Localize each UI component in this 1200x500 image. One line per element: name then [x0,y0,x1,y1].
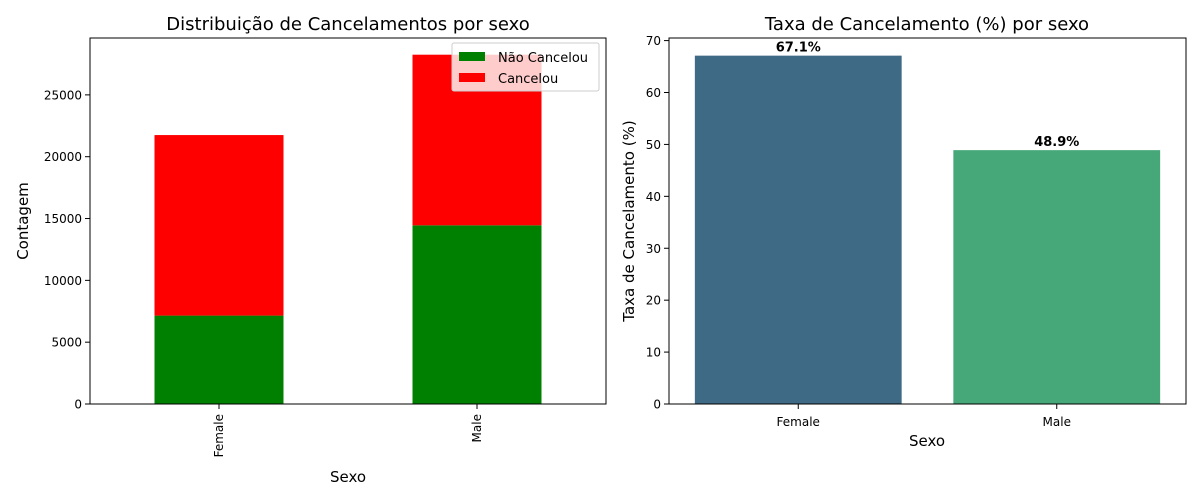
chart-title: Taxa de Cancelamento (%) por sexo [764,14,1089,35]
y-tick-label-30: 30 [646,242,661,256]
x-tick-label-male: Male [1043,415,1071,429]
x-tick-label-female: Female [212,414,226,457]
stacked-bar-chart: Distribuição de Cancelamentos por sexo C… [14,14,607,486]
plot-frame [668,37,1187,405]
data-label-male: 48.9% [1034,135,1079,150]
y-tick-label-50: 50 [646,138,661,152]
bar-female [694,55,902,404]
y-tick-label-70: 70 [646,34,661,48]
plot-frame [89,37,607,405]
bar-male [953,150,1161,404]
y-tick-label-0: 0 [74,398,82,412]
y-tick-label-10: 10 [646,346,661,360]
x-tick-label-male: Male [470,414,484,442]
legend-swatch-nao-cancelou [459,52,485,61]
x-axis-label: Sexo [909,432,945,450]
data-label-female: 67.1% [776,41,821,56]
y-tick-label-15000: 15000 [44,212,82,226]
y-tick-label-10000: 10000 [44,274,82,288]
bar-nao-cancelou-female [154,315,284,404]
y-tick-label-5000: 5000 [51,336,82,350]
bars-group [154,54,542,404]
y-tick-label-25000: 25000 [44,88,82,102]
y-axis-label: Contagem [14,182,32,260]
y-tick-label-40: 40 [646,190,661,204]
y-tick-label-20: 20 [646,294,661,308]
bars-group: 67.1% 48.9% [694,41,1161,404]
legend-label-cancelou: Cancelou [498,72,558,87]
rate-bar-chart: Taxa de Cancelamento (%) por sexo Taxa d… [620,14,1187,450]
legend-frame [451,42,600,92]
legend-swatch-cancelou [459,73,485,82]
y-tick-label-0: 0 [653,398,661,412]
bar-nao-cancelou-male [412,225,542,404]
axes: Female Male 0 10 20 30 40 50 60 70 [646,34,1187,429]
x-tick-label-female: Female [777,415,820,429]
y-tick-label-60: 60 [646,86,661,100]
chart-title: Distribuição de Cancelamentos por sexo [166,14,529,35]
legend: Não Cancelou Cancelou [451,42,600,92]
y-tick-label-20000: 20000 [44,150,82,164]
bar-cancelou-female [154,135,284,316]
x-axis-label: Sexo [330,468,366,486]
legend-label-nao-cancelou: Não Cancelou [498,51,588,66]
y-axis-label: Taxa de Cancelamento (%) [620,120,638,322]
axes: Female Male 0 5000 10000 15000 20000 25000 [44,37,607,457]
